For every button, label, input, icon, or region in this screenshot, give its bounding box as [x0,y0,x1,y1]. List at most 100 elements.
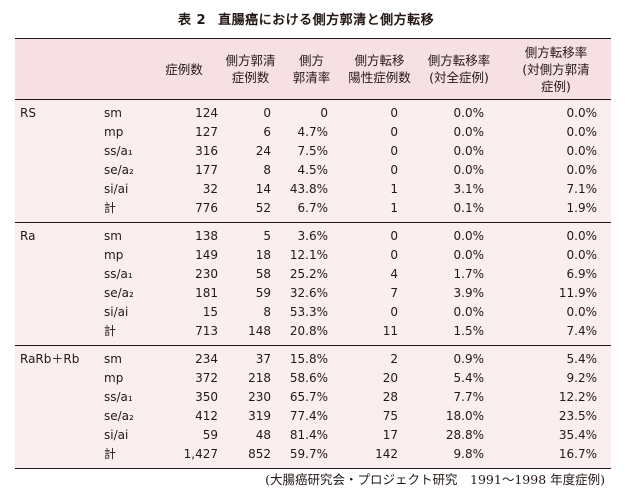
value-cell: 0.0% [417,246,501,265]
table-row: 計 1,427 852 59.7% 142 9.8% 16.7% [15,445,611,469]
value-cell: 124 [148,99,220,123]
value-cell: 0 [342,99,417,123]
value-cell: 2 [342,345,417,369]
value-cell: 713 [148,322,220,346]
value-cell: 14 [220,180,281,199]
header-metastasis-rate-dissected: 側方転移率 (対側方郭清 症例) [501,38,611,100]
group-name-cell [15,426,100,445]
value-cell: 316 [148,142,220,161]
value-cell: 32.6% [281,284,342,303]
value-cell: 0.0% [417,142,501,161]
value-cell: 1 [342,180,417,199]
value-cell: 17 [342,426,417,445]
depth-cell: ss/a₁ [100,388,148,407]
group-name-cell [15,142,100,161]
group-name-cell: Ra [15,222,100,246]
value-cell: 7.1% [501,180,611,199]
value-cell: 852 [220,445,281,469]
value-cell: 0 [342,142,417,161]
table-row: mp 127 6 4.7% 0 0.0% 0.0% [15,123,611,142]
value-cell: 3.6% [281,222,342,246]
value-cell: 77.4% [281,407,342,426]
value-cell: 3.9% [417,284,501,303]
table-group: RS sm 124 0 0 0 0.0% 0.0% mp 127 6 4.7% 0 0.0% 0.0% ss/… [15,99,611,223]
value-cell: 149 [148,246,220,265]
depth-cell: 計 [100,445,148,469]
value-cell: 0 [342,222,417,246]
table-row: 計 713 148 20.8% 11 1.5% 7.4% [15,322,611,346]
value-cell: 11.9% [501,284,611,303]
value-cell: 230 [148,265,220,284]
group-name-cell: RaRb＋Rb [15,345,100,369]
group-name-cell [15,161,100,180]
group-name-cell [15,199,100,223]
value-cell: 0 [342,246,417,265]
table-row: RS sm 124 0 0 0 0.0% 0.0% [15,99,611,123]
header-metastasis-rate-all: 側方転移率 (対全症例) [417,38,501,100]
table-row: ss/a₁ 230 58 25.2% 4 1.7% 6.9% [15,265,611,284]
value-cell: 234 [148,345,220,369]
value-cell: 177 [148,161,220,180]
depth-cell: mp [100,369,148,388]
value-cell: 16.7% [501,445,611,469]
value-cell: 59 [220,284,281,303]
value-cell: 52 [220,199,281,223]
depth-cell: ss/a₁ [100,142,148,161]
value-cell: 24 [220,142,281,161]
value-cell: 1,427 [148,445,220,469]
table-row: si/ai 59 48 81.4% 17 28.8% 35.4% [15,426,611,445]
value-cell: 0.0% [501,246,611,265]
value-cell: 7.7% [417,388,501,407]
table-row: se/a₂ 412 319 77.4% 75 18.0% 23.5% [15,407,611,426]
table-row: ss/a₁ 316 24 7.5% 0 0.0% 0.0% [15,142,611,161]
value-cell: 412 [148,407,220,426]
table-group: Ra sm 138 5 3.6% 0 0.0% 0.0% mp 149 18 12.1% 0 0.0% 0.… [15,222,611,346]
value-cell: 20 [342,369,417,388]
value-cell: 0.0% [417,161,501,180]
group-name-cell [15,180,100,199]
value-cell: 0.0% [501,123,611,142]
value-cell: 0.0% [417,99,501,123]
depth-cell: si/ai [100,426,148,445]
value-cell: 218 [220,369,281,388]
value-cell: 0 [342,123,417,142]
table-row: 計 776 52 6.7% 1 0.1% 1.9% [15,199,611,223]
header-group [15,38,100,100]
value-cell: 23.5% [501,407,611,426]
value-cell: 0.9% [417,345,501,369]
depth-cell: mp [100,123,148,142]
value-cell: 148 [220,322,281,346]
value-cell: 0.0% [417,303,501,322]
value-cell: 25.2% [281,265,342,284]
source-note: (大腸癌研究会・プロジェクト研究 1991〜1998 年度症例) [265,472,605,487]
value-cell: 15 [148,303,220,322]
group-name-cell [15,123,100,142]
value-cell: 12.2% [501,388,611,407]
group-name-cell [15,369,100,388]
value-cell: 350 [148,388,220,407]
value-cell: 0.0% [417,123,501,142]
value-cell: 65.7% [281,388,342,407]
value-cell: 4 [342,265,417,284]
value-cell: 5.4% [417,369,501,388]
value-cell: 6.9% [501,265,611,284]
value-cell: 0 [220,99,281,123]
value-cell: 58.6% [281,369,342,388]
value-cell: 0.0% [417,222,501,246]
group-name-cell [15,388,100,407]
group-name-cell [15,265,100,284]
data-table: 症例数 側方郭清 症例数 側方 郭清率 側方転移 陽性症例数 側方転移率 (対全… [15,38,611,469]
value-cell: 6 [220,123,281,142]
table-group: RaRb＋Rb sm 234 37 15.8% 2 0.9% 5.4% mp 372 218 58.6… [15,345,611,469]
group-name-cell [15,246,100,265]
value-cell: 8 [220,303,281,322]
value-cell: 319 [220,407,281,426]
depth-cell: se/a₂ [100,284,148,303]
depth-cell: si/ai [100,180,148,199]
value-cell: 0.0% [501,142,611,161]
table-number: 表 2 [178,13,207,28]
value-cell: 18 [220,246,281,265]
value-cell: 230 [220,388,281,407]
value-cell: 8 [220,161,281,180]
header-dissection-rate: 側方 郭清率 [281,38,342,100]
